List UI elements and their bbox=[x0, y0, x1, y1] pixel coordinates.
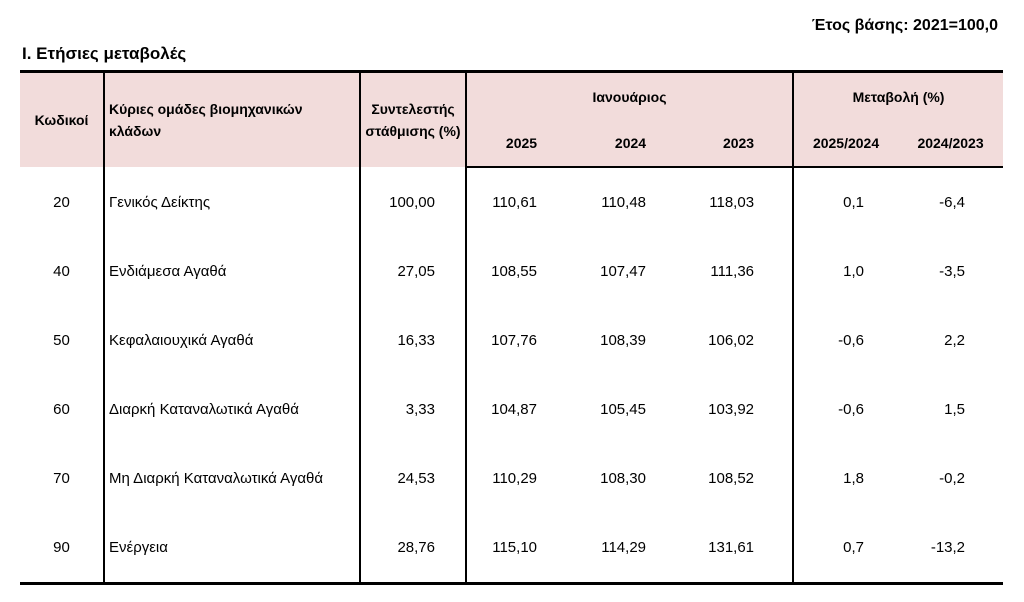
index-2025-cell: 108,55 bbox=[491, 263, 537, 280]
table-row: 40 Ενδιάμεσα Αγαθά 27,05 108,55 107,47 111,36… bbox=[20, 237, 1003, 306]
header-change-2025-2024: 2025/2024 bbox=[793, 120, 899, 168]
group-name-cell: Κεφαλαιουχικά Αγαθά bbox=[104, 306, 361, 375]
index-2023-cell: 103,92 bbox=[685, 375, 795, 444]
change-2025-2024-cell: 0,1 bbox=[843, 194, 865, 211]
weight-cell: 16,33 bbox=[360, 306, 467, 375]
header-weight: Συντελεστής στάθμισης (%) bbox=[360, 71, 467, 167]
group-name-cell: Διαρκή Καταναλωτικά Αγαθά bbox=[104, 375, 361, 444]
table-row: 20 Γενικός Δείκτης 100,00 110,61 110,48 118,0… bbox=[20, 167, 1003, 237]
table-row: 60 Διαρκή Καταναλωτικά Αγαθά 3,33 104,87 105… bbox=[20, 375, 1003, 444]
header-group: Κύριες ομάδες βιομηχανικών κλάδων bbox=[104, 71, 361, 167]
header-january: Ιανουάριος bbox=[466, 71, 795, 120]
index-2023-cell: 106,02 bbox=[685, 306, 795, 375]
index-2024-cell: 108,30 bbox=[600, 470, 646, 487]
index-2025-cell: 104,87 bbox=[491, 401, 537, 418]
weight-cell: 28,76 bbox=[360, 513, 467, 585]
change-2024-2023-cell: -6,4 bbox=[939, 194, 966, 211]
header-change-2024-2023: 2024/2023 bbox=[898, 120, 1004, 168]
group-name-cell: Ενέργεια bbox=[104, 513, 361, 585]
change-2024-2023-cell: -0,2 bbox=[939, 470, 966, 487]
table-row: 70 Μη Διαρκή Καταναλωτικά Αγαθά 24,53 110,2… bbox=[20, 444, 1003, 513]
code-cell: 20 bbox=[20, 167, 105, 237]
index-2023-cell: 108,52 bbox=[685, 444, 795, 513]
index-2024-cell: 114,29 bbox=[576, 513, 685, 585]
index-2025-cell: 107,76 bbox=[491, 332, 537, 349]
change-2024-2023-cell: -13,2 bbox=[898, 513, 1004, 585]
group-name-cell: Ενδιάμεσα Αγαθά bbox=[104, 237, 361, 306]
header-year-2025: 2025 bbox=[466, 120, 576, 168]
index-2024-cell: 107,47 bbox=[600, 263, 646, 280]
weight-cell: 24,53 bbox=[360, 444, 467, 513]
code-cell: 70 bbox=[20, 444, 105, 513]
index-2025-cell: 110,29 bbox=[492, 470, 537, 487]
change-2025-2024-cell: -0,6 bbox=[838, 332, 865, 349]
change-2024-2023-cell: 2,2 bbox=[944, 332, 966, 349]
change-2025-2024-cell: 1,8 bbox=[843, 470, 865, 487]
weight-cell: 27,05 bbox=[360, 237, 467, 306]
table-row: 90 Ενέργεια 28,76 115,10 114,29 131,61 0,7 -13,… bbox=[20, 513, 1004, 585]
change-2025-2024-cell: -0,6 bbox=[838, 401, 865, 418]
change-2024-2023-cell: -3,5 bbox=[939, 263, 966, 280]
header-code: Κωδικοί bbox=[20, 71, 105, 167]
weight-cell: 3,33 bbox=[360, 375, 467, 444]
base-year-note: Έτος βάσης: 2021=100,0 bbox=[811, 17, 998, 34]
index-2023-cell: 118,03 bbox=[685, 167, 795, 237]
index-2024-cell: 105,45 bbox=[600, 401, 646, 418]
table-header: Κωδικοί Κύριες ομάδες βιομηχανικών κλάδω… bbox=[20, 71, 1004, 168]
index-2024-cell: 110,48 bbox=[601, 194, 646, 211]
group-name-cell: Γενικός Δείκτης bbox=[104, 167, 361, 237]
header-year-2024: 2024 bbox=[576, 120, 685, 168]
weight-cell: 100,00 bbox=[360, 167, 467, 237]
index-2025-cell: 115,10 bbox=[466, 513, 576, 585]
header-change: Μεταβολή (%) bbox=[793, 71, 1004, 120]
group-name-cell: Μη Διαρκή Καταναλωτικά Αγαθά bbox=[104, 444, 361, 513]
industrial-index-table: Κωδικοί Κύριες ομάδες βιομηχανικών κλάδω… bbox=[20, 70, 1004, 585]
header-year-2023: 2023 bbox=[685, 120, 795, 168]
section-title: Ι. Ετήσιες μεταβολές bbox=[22, 44, 187, 63]
table-body: 20 Γενικός Δείκτης 100,00 110,61 110,48 118,0… bbox=[20, 167, 1004, 585]
change-2024-2023-cell: 1,5 bbox=[944, 401, 966, 418]
change-2025-2024-cell: 0,7 bbox=[793, 513, 899, 585]
index-2023-cell: 111,36 bbox=[685, 237, 795, 306]
table-row: 50 Κεφαλαιουχικά Αγαθά 16,33 107,76 108,39 10… bbox=[20, 306, 1003, 375]
code-cell: 60 bbox=[20, 375, 105, 444]
index-2025-cell: 110,61 bbox=[492, 194, 537, 211]
index-2023-cell: 131,61 bbox=[685, 513, 795, 585]
change-2025-2024-cell: 1,0 bbox=[843, 263, 865, 280]
header-group-label: Κύριες ομάδες βιομηχανικών κλάδων bbox=[109, 101, 303, 139]
code-cell: 40 bbox=[20, 237, 105, 306]
index-2024-cell: 108,39 bbox=[600, 332, 646, 349]
code-cell: 90 bbox=[20, 513, 105, 585]
code-cell: 50 bbox=[20, 306, 105, 375]
